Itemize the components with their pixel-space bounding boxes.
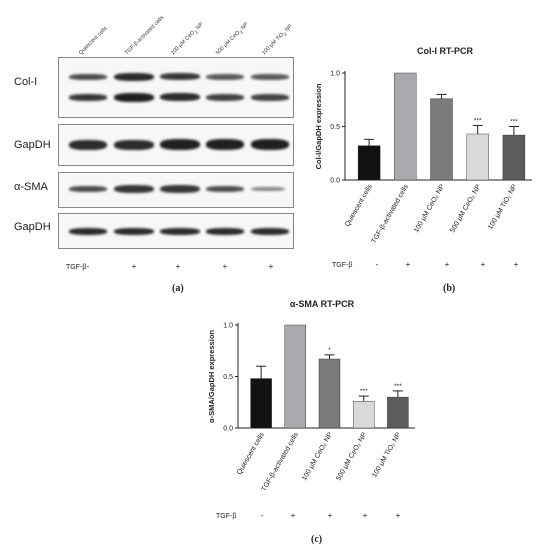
lane-label: 100 μM TiO2 NP [261, 23, 294, 57]
asma-blot-image [58, 172, 294, 208]
tgf-label-a: TGF-β [66, 264, 87, 271]
treatment-sign: + [405, 260, 411, 269]
tgf-label-c: TGF-β [216, 513, 237, 520]
category-label: 100 μM CeO₂ NP [413, 183, 446, 234]
lane-label: Quiescent cells [78, 25, 109, 57]
treatment-sign: + [290, 511, 296, 520]
category-label: 100 μM CeO₂ NP [301, 431, 334, 482]
treatment-sign: + [175, 262, 181, 271]
treatment-sign: + [395, 511, 401, 520]
tgf-label-b: TGF-β [332, 262, 353, 269]
asma-rtpcr-chart: α-SMA RT-PCR α-SMA/GapDH expression 0.0 0.5… [207, 299, 415, 493]
bar [318, 358, 341, 429]
y-tick-label: 1.0 [223, 323, 233, 330]
chart-title: Col-I RT-PCR [417, 46, 473, 56]
significance-label: * [328, 347, 331, 354]
bar [394, 72, 417, 181]
category-label: TGF-β-activated cells [261, 431, 301, 493]
blot-label-col1: Col-I [14, 76, 38, 88]
category-label: 500 μM CeO₂ NP [449, 183, 482, 234]
treatment-sign: + [131, 262, 137, 271]
bar [502, 134, 526, 181]
significance-label: *** [394, 383, 402, 390]
gapdh-blot-image-2 [58, 213, 294, 249]
blot-label-asma: α-SMA [14, 181, 48, 193]
bar [430, 98, 453, 181]
lane-label: TGF-β-activated cells [124, 14, 166, 57]
blot-label-gapdh-1: GapDH [14, 139, 51, 151]
blot-label-gapdh-2: GapDH [14, 221, 51, 233]
chart-title: α-SMA RT-PCR [290, 299, 355, 309]
col1-blot-image [58, 57, 294, 118]
bar [284, 324, 307, 429]
significance-label: *** [360, 388, 368, 395]
treatment-sign: + [362, 511, 368, 520]
y-axis-label: Col-I/GapDH expression [314, 83, 323, 169]
y-tick-label: 0.5 [223, 374, 233, 381]
panel-tag-a: (a) [172, 283, 184, 294]
y-tick-label: 0.0 [223, 426, 233, 433]
treatment-sign: + [327, 511, 333, 520]
category-label: Quiescent cells [236, 431, 266, 476]
treatment-sign: - [375, 260, 379, 269]
category-label: 100 μM TiO₂ NP [371, 431, 403, 479]
bar [357, 145, 381, 181]
category-label: 100 μM TiO₂ NP [487, 183, 519, 231]
y-axis-label: α-SMA/GapDH expression [207, 330, 216, 423]
panel-tag-b: (b) [443, 283, 456, 294]
treatment-sign: + [268, 262, 274, 271]
bar [387, 396, 409, 429]
y-tick-label: 0.5 [330, 124, 340, 131]
y-tick-label: 1.0 [330, 71, 340, 78]
treatment-sign: + [513, 260, 519, 269]
gapdh-blot-image-1 [58, 124, 294, 166]
treatment-sign: - [86, 262, 90, 271]
treatment-sign: + [222, 262, 228, 271]
col1-rtpcr-chart: Col-I RT-PCR Col-I/GapDH expression 0.0 0.5… [314, 46, 532, 245]
significance-label: *** [510, 119, 518, 126]
treatment-sign: + [480, 260, 486, 269]
y-tick-label: 0.0 [330, 178, 340, 185]
category-label: TGF-β-activated cells [371, 183, 411, 245]
bar [250, 378, 272, 429]
category-label: 500 μM CeO₂ NP [335, 431, 368, 482]
bar [352, 401, 375, 429]
panel-tag-c: (c) [311, 534, 323, 545]
lane-label: 100 μM CeO2 NP [170, 21, 205, 57]
significance-label: *** [474, 117, 482, 124]
bar [466, 133, 489, 181]
treatment-sign: - [260, 511, 264, 520]
lane-label: 500 μM CeO2 NP [215, 21, 250, 57]
treatment-sign: + [444, 260, 450, 269]
category-label: Quiescent cells [344, 183, 374, 228]
